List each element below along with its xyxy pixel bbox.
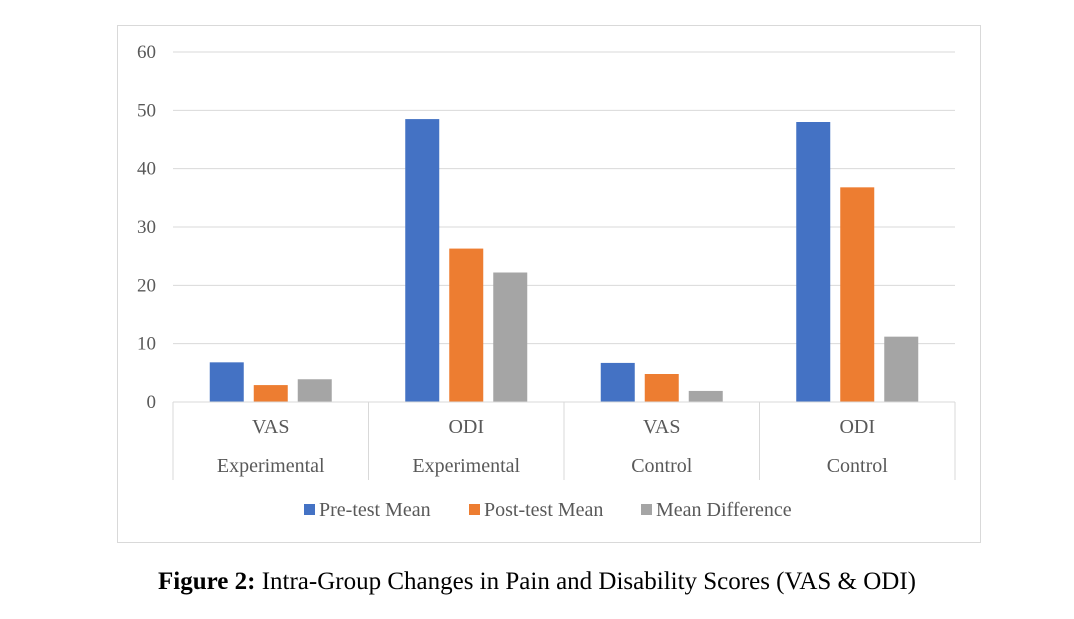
- y-tick-label: 60: [137, 42, 156, 63]
- bar-pre-test-mean-3: [600, 362, 635, 402]
- figure-caption-text: Intra-Group Changes in Pain and Disabili…: [255, 568, 916, 595]
- figure-caption-label: Figure 2:: [158, 568, 256, 595]
- legend-label-2: Post-test Mean: [484, 499, 603, 521]
- legend-swatch-1: [304, 504, 315, 515]
- bar-post-test-mean-4: [840, 187, 875, 402]
- bar-post-test-mean-2: [449, 248, 484, 402]
- bar-pre-test-mean-1: [209, 362, 244, 402]
- x-category-measure: ODI: [839, 416, 875, 438]
- x-category-group: Experimental: [412, 455, 520, 477]
- x-category-group: Control: [631, 455, 693, 477]
- y-tick-label: 30: [137, 217, 156, 238]
- bar-post-test-mean-1: [253, 385, 288, 402]
- y-tick-label: 10: [137, 334, 156, 355]
- bar-pre-test-mean-2: [405, 119, 440, 402]
- bar-chart: 0 10 20 30 40 50 60 VAS Experimental ODI Experimen…: [137, 42, 956, 521]
- y-tick-label: 20: [137, 275, 156, 296]
- bar-mean-difference-4: [884, 336, 919, 402]
- y-tick-label: 0: [147, 392, 157, 413]
- bar-post-test-mean-3: [644, 374, 679, 402]
- legend-swatch-3: [641, 504, 652, 515]
- legend-label-3: Mean Difference: [656, 499, 792, 521]
- x-category-measure: ODI: [448, 416, 484, 438]
- bar-mean-difference-3: [688, 390, 723, 402]
- x-category-group: Control: [827, 455, 889, 477]
- x-category-group: Experimental: [217, 455, 325, 477]
- chart-area: [117, 25, 981, 543]
- legend-label-1: Pre-test Mean: [319, 499, 431, 521]
- bar-mean-difference-1: [297, 379, 332, 402]
- legend-swatch-2: [469, 504, 480, 515]
- x-category-measure: VAS: [643, 416, 680, 438]
- bar-pre-test-mean-4: [796, 122, 831, 402]
- figure-caption: Figure 2: Intra-Group Changes in Pain an…: [0, 568, 1074, 596]
- y-tick-label: 50: [137, 100, 156, 121]
- x-category-measure: VAS: [252, 416, 289, 438]
- bar-mean-difference-2: [493, 272, 528, 402]
- y-tick-label: 40: [137, 159, 156, 180]
